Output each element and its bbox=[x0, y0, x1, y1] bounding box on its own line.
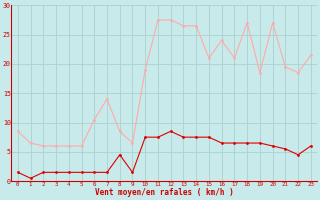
X-axis label: Vent moyen/en rafales ( km/h ): Vent moyen/en rafales ( km/h ) bbox=[95, 188, 234, 197]
